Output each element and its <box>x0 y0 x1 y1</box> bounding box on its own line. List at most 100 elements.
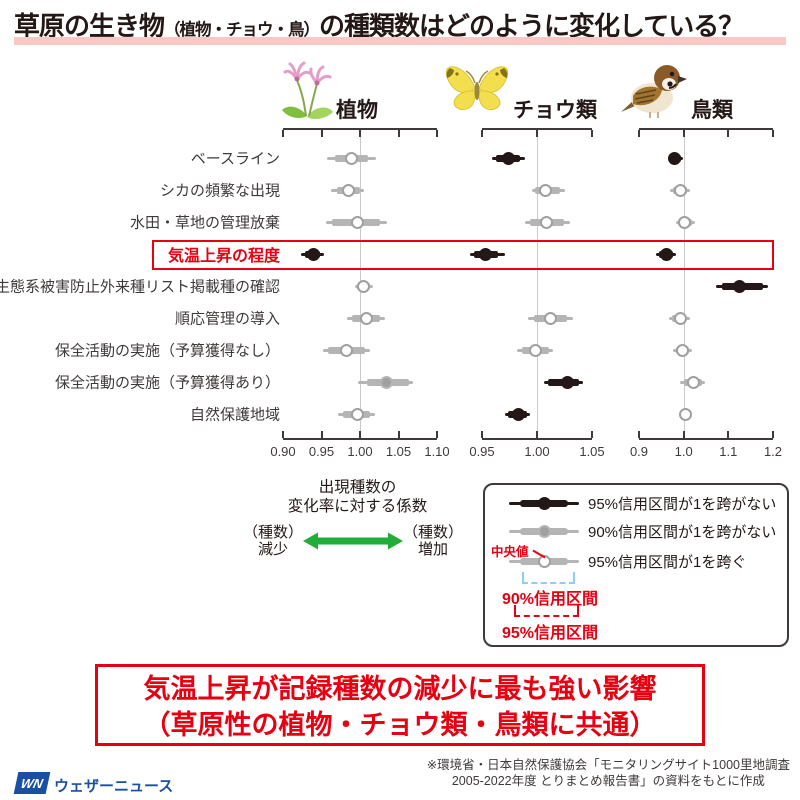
axis-tick <box>481 431 483 438</box>
median-dot <box>543 311 557 325</box>
median-dot <box>380 375 394 389</box>
bracket-90-label: 90%信用区間 <box>502 591 599 608</box>
axis-tick <box>359 431 361 438</box>
axis-tick <box>536 130 538 137</box>
tick-label: 1.05 <box>579 444 605 459</box>
median-dot <box>673 183 687 197</box>
legend-item-open: 95%信用区間が1を跨ぐ <box>509 553 746 571</box>
bracket-95-label: 95%信用区間 <box>502 625 599 642</box>
median-dot <box>529 343 543 357</box>
legend-marker-gray-icon <box>509 524 579 538</box>
tick-label: 0.95 <box>469 444 495 459</box>
axis-caption-line2: 変化率に対する係数 <box>287 498 428 515</box>
highlight-box-temperature-row <box>152 240 774 270</box>
brand-name: ウェザーニュース <box>54 778 174 795</box>
axis-tick <box>436 431 438 438</box>
legend-marker-black-icon <box>509 496 579 510</box>
conclusion-box: 気温上昇が記録種数の減少に最も強い影響 （草原性の植物・チョウ類・鳥類に共通） <box>95 664 705 746</box>
median-dot <box>345 151 359 165</box>
median-dot <box>561 375 575 389</box>
tick-label: 0.95 <box>308 444 335 459</box>
axis-tick <box>727 431 730 438</box>
axis-tick <box>591 130 593 137</box>
source-line2: 2005-2022年度 とりまとめ報告書」の資料をもとに作成 <box>451 774 765 788</box>
median-dot <box>478 247 492 261</box>
legend-label: 95%信用区間が1を跨がない <box>588 495 777 513</box>
weathernews-logo-icon: WN <box>13 772 51 794</box>
axis-tick <box>638 431 640 438</box>
top-axis <box>639 128 773 130</box>
axis-tick <box>320 130 323 137</box>
median-dot <box>676 343 690 357</box>
bottom-axis <box>482 438 592 440</box>
legend-box: 95%信用区間が1を跨がない 90%信用区間が1を跨がない 95%信用区間が1を… <box>483 483 789 647</box>
bird-icon <box>620 58 688 125</box>
title-main: 草原の生き物 <box>14 11 165 41</box>
bracket-95ci <box>514 605 579 617</box>
axis-tick <box>282 431 284 438</box>
axis-tick <box>682 431 685 438</box>
legend-marker-open-icon <box>509 554 579 568</box>
top-axis <box>482 128 592 130</box>
arrow-right-line1: （種数） <box>402 524 463 541</box>
axis-tick <box>772 130 774 137</box>
title-underline <box>14 37 786 45</box>
bottom-axis <box>283 438 437 440</box>
legend-label: 90%信用区間が1を跨がない <box>588 523 777 541</box>
axis-caption: 出現種数の 変化率に対する係数 <box>240 478 475 516</box>
conclusion-line2: （草原性の植物・チョウ類・鳥類に共通） <box>143 710 657 740</box>
median-dot <box>501 151 515 165</box>
median-dot <box>511 407 525 421</box>
top-axis <box>283 128 437 130</box>
conclusion-line1: 気温上昇が記録種数の減少に最も強い影響 <box>143 674 657 704</box>
reference-gridline <box>684 130 685 438</box>
median-dot <box>341 183 355 197</box>
median-dot <box>660 247 674 261</box>
column-header-butterflies: チョウ類 <box>513 99 597 122</box>
tick-label: 1.0 <box>674 444 693 459</box>
median-dot <box>677 215 691 229</box>
axis-tick <box>772 431 774 438</box>
logo-text: WN <box>19 775 45 791</box>
axis-tick <box>591 431 593 438</box>
median-dot <box>360 311 374 325</box>
row-label: 生態系被害防止外来種リスト掲載種の確認 <box>0 278 280 296</box>
median-annotation: 中央値 <box>491 545 529 559</box>
tick-label: 1.00 <box>524 444 550 459</box>
arrow-label-decrease: （種数） 減少 <box>242 524 304 558</box>
tick-label: 1.05 <box>385 444 412 459</box>
row-label: 水田・草地の管理放棄 <box>129 214 280 232</box>
arrow-left-line2: 減少 <box>257 541 288 558</box>
median-dot <box>733 279 746 293</box>
page-title: 草原の生き物（植物・チョウ・鳥）の種類数はどのように変化している？ <box>14 6 786 43</box>
row-label: ベースライン <box>190 150 280 168</box>
column-header-plants: 植物 <box>336 99 378 122</box>
row-label: 保全活動の実施（予算獲得なし） <box>54 342 280 360</box>
median-dot <box>686 375 700 389</box>
axis-tick <box>536 431 538 438</box>
median-dot <box>351 215 365 229</box>
double-arrow-icon <box>303 530 403 557</box>
row-label: 順応管理の導入 <box>174 310 280 328</box>
median-dot <box>339 343 353 357</box>
median-dot <box>668 151 682 165</box>
median-dot <box>306 247 320 261</box>
column-header-birds: 鳥類 <box>691 99 733 122</box>
arrow-right-line2: 増加 <box>417 541 448 558</box>
source-line1: ※環境省・日本自然保護協会「モニタリングサイト1000里地調査 <box>426 758 790 772</box>
axis-tick <box>638 130 640 137</box>
median-dot <box>539 183 553 197</box>
axis-tick <box>727 130 730 137</box>
tick-label: 1.2 <box>763 444 783 459</box>
title-sub: （植物・チョウ・鳥） <box>164 21 320 39</box>
axis-tick <box>320 431 323 438</box>
row-label: シカの頻繁な出現 <box>159 182 280 200</box>
title-main-2: の種類数はどのように変化している？ <box>319 11 744 41</box>
median-dot <box>540 215 554 229</box>
tick-label: 0.9 <box>629 444 649 459</box>
legend-item-black: 95%信用区間が1を跨がない <box>509 495 777 513</box>
axis-tick <box>682 130 685 137</box>
axis-tick <box>359 130 361 137</box>
tick-label: 0.90 <box>270 444 296 459</box>
